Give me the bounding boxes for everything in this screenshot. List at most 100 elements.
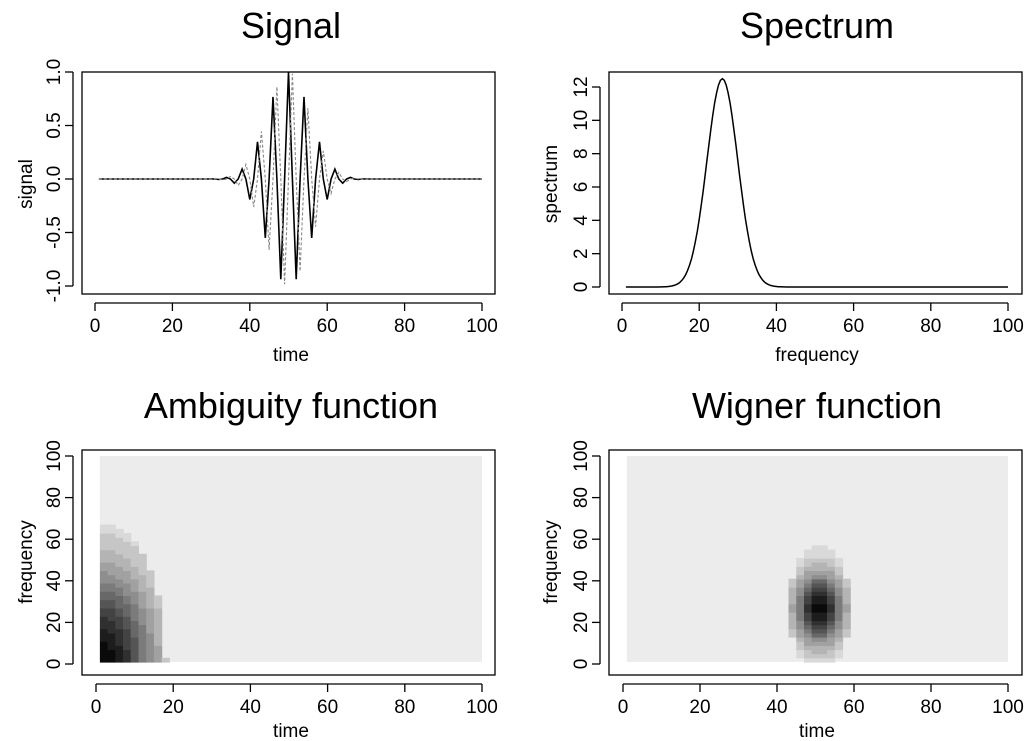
heatmap-cell: [146, 607, 155, 613]
heatmap-cell: [796, 649, 805, 655]
heatmap-cell: [827, 624, 836, 630]
heatmap-cell: [788, 578, 797, 584]
spectrum-y-axis: 0 2 4 6 8 10 12: [571, 76, 601, 292]
heatmap-cell: [819, 620, 828, 626]
y-tick-label: 6: [571, 182, 592, 193]
heatmap-cell: [146, 570, 155, 576]
spectrum-line: [625, 77, 1008, 288]
heatmap-cell: [107, 587, 116, 592]
heatmap-cell: [819, 570, 828, 576]
heatmap-cell: [123, 620, 132, 626]
heatmap-cell: [130, 641, 139, 646]
heatmap-cell: [796, 632, 805, 638]
heatmap-cell: [123, 612, 132, 617]
heatmap-cell: [107, 612, 116, 617]
heatmap-cell: [115, 557, 124, 563]
ambiguity-x-axis: 0 20 40 60 80 100: [91, 683, 498, 718]
heatmap-cell: [138, 624, 147, 630]
heatmap-cell: [138, 574, 147, 580]
heatmap-cell: [796, 562, 805, 567]
heatmap-cell: [130, 653, 139, 659]
x-tick-label: 40: [239, 316, 260, 337]
heatmap-cell: [788, 612, 797, 617]
heatmap-cell: [804, 624, 813, 630]
heatmap-cell: [796, 587, 805, 592]
heatmap-cell: [107, 641, 116, 646]
heatmap-cell: [804, 553, 813, 559]
heatmap-cell: [819, 624, 828, 630]
signal-real-line: [98, 71, 482, 280]
heatmap-cell: [99, 570, 109, 576]
heatmap-cell: [146, 587, 155, 592]
heatmap-cell: [796, 653, 805, 659]
x-tick-label: 40: [240, 697, 261, 718]
heatmap-cell: [146, 582, 155, 588]
heatmap-cell: [99, 528, 109, 534]
heatmap-cell: [130, 607, 139, 613]
heatmap-cell: [115, 599, 124, 605]
heatmap-cell: [788, 632, 797, 638]
heatmap-cell: [819, 553, 828, 559]
heatmap-cell: [834, 653, 844, 659]
heatmap-cell: [107, 549, 116, 555]
heatmap-cell: [811, 653, 820, 659]
heatmap-cell: [827, 562, 836, 567]
heatmap-cell: [153, 641, 163, 646]
heatmap-cell: [811, 616, 820, 621]
heatmap-cell: [138, 578, 147, 584]
heatmap-cell: [146, 645, 155, 651]
heatmap-cell: [146, 595, 155, 601]
heatmap-cell: [138, 595, 147, 601]
heatmap-cell: [123, 616, 132, 621]
heatmap-cell: [842, 582, 851, 588]
heatmap-cell: [123, 632, 132, 638]
heatmap-cell: [130, 566, 139, 571]
heatmap-cell: [811, 595, 820, 601]
heatmap-cell: [796, 620, 805, 626]
heatmap-cell: [123, 587, 132, 592]
heatmap-cell: [99, 599, 109, 605]
heatmap-cell: [811, 649, 820, 655]
heatmap-cell: [123, 574, 132, 580]
heatmap-cell: [107, 553, 116, 559]
heatmap-cell: [842, 578, 851, 584]
heatmap-cell: [827, 653, 836, 659]
heatmap-cell: [138, 603, 147, 609]
heatmap-cell: [146, 649, 155, 655]
heatmap-cell: [107, 524, 116, 530]
heatmap-cell: [123, 603, 132, 609]
heatmap-cell: [138, 645, 147, 651]
y-tick-label: 100: [571, 440, 592, 472]
heatmap-cell: [819, 545, 828, 551]
heatmap-cell: [819, 645, 828, 651]
heatmap-cell: [834, 645, 844, 651]
heatmap-cell: [804, 616, 813, 621]
heatmap-cell: [138, 607, 147, 613]
heatmap-cell: [130, 620, 139, 626]
heatmap-cell: [146, 616, 155, 621]
heatmap-cell: [804, 587, 813, 592]
heatmap-cell: [788, 582, 797, 588]
heatmap-cell: [834, 587, 844, 592]
heatmap-cell: [804, 549, 813, 555]
heatmap-cell: [796, 591, 805, 596]
heatmap-cell: [123, 637, 132, 642]
heatmap-cell: [827, 582, 836, 588]
heatmap-cell: [153, 616, 163, 621]
heatmap-cell: [827, 553, 836, 559]
x-tick-label: 80: [394, 316, 415, 337]
y-tick-label: 60: [571, 529, 592, 550]
heatmap-cell: [107, 607, 116, 613]
heatmap-cell: [138, 616, 147, 621]
heatmap-cell: [819, 566, 828, 571]
heatmap-cell: [811, 645, 820, 651]
y-tick-label: 60: [44, 529, 65, 550]
heatmap-cell: [796, 603, 805, 609]
heatmap-cell: [153, 612, 163, 617]
heatmap-cell: [115, 620, 124, 626]
heatmap-cell: [804, 628, 813, 634]
x-tick-label: 60: [317, 697, 338, 718]
heatmap-cell: [834, 599, 844, 605]
heatmap-cell: [123, 653, 132, 659]
heatmap-cell: [130, 578, 139, 584]
